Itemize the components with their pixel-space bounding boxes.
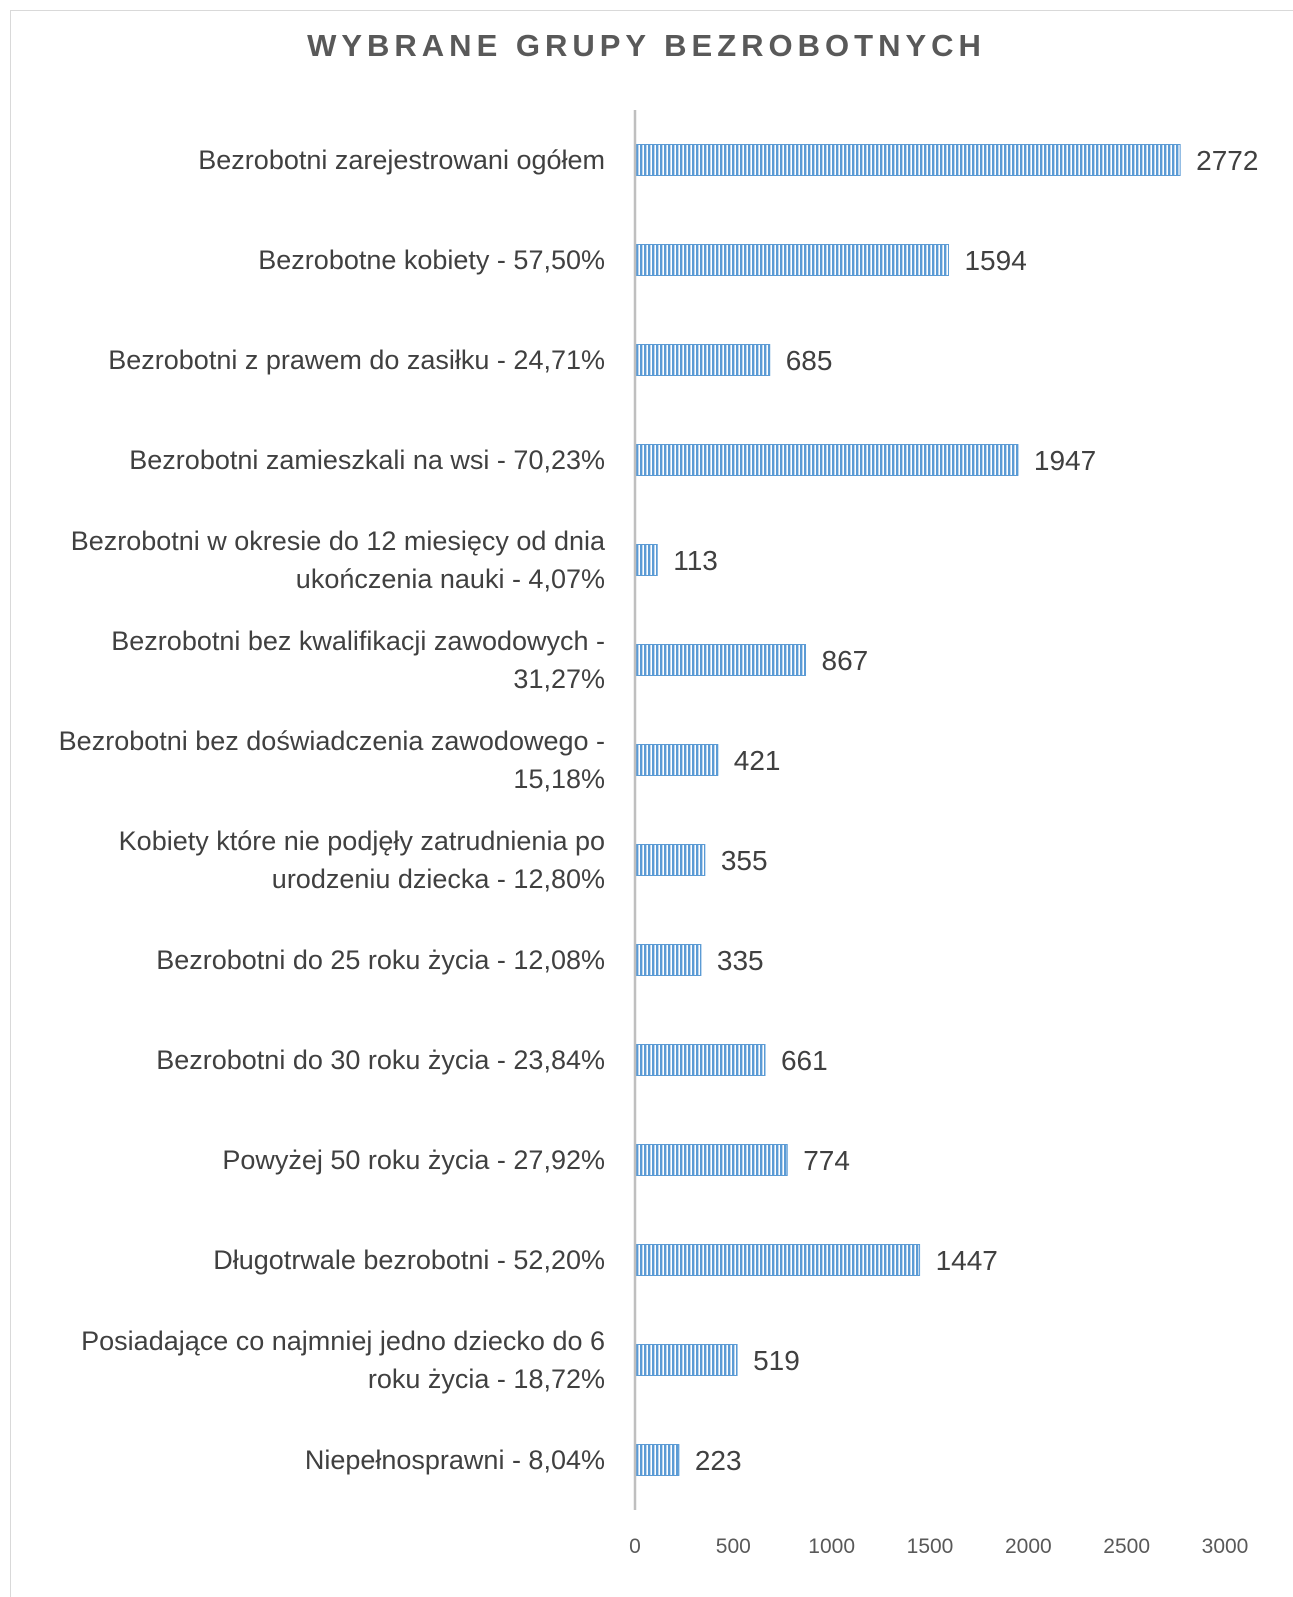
value-label-7: 355: [721, 845, 768, 876]
value-label-8: 335: [717, 945, 764, 976]
category-label-6-line-1: 15,18%: [513, 764, 605, 794]
bar-6: [634, 744, 719, 776]
bar-8: [634, 944, 702, 976]
x-tick-label-0: 0: [629, 1535, 641, 1558]
bar-3: [634, 444, 1019, 476]
x-tick-label-1: 500: [716, 1535, 751, 1558]
category-label-13: Niepełnosprawni - 8,04%: [305, 1445, 605, 1475]
value-label-0: 2772: [1196, 145, 1258, 176]
category-label-7-line-1: urodzeniu dziecka - 12,80%: [272, 864, 605, 894]
category-label-5-line-1: 31,27%: [513, 664, 605, 694]
value-label-10: 774: [803, 1145, 850, 1176]
x-tick-label-5: 2500: [1103, 1535, 1150, 1558]
category-label-3: Bezrobotni zamieszkali na wsi - 70,23%: [129, 445, 605, 475]
category-label-9: Bezrobotni do 30 roku życia - 23,84%: [156, 1045, 605, 1075]
category-label-8: Bezrobotni do 25 roku życia - 12,08%: [156, 945, 605, 975]
chart-title: WYBRANE GRUPY BEZROBOTNYCH: [307, 28, 986, 63]
bar-10: [634, 1144, 788, 1176]
bar-11: [634, 1244, 921, 1276]
bar-1: [634, 244, 949, 276]
value-label-2: 685: [786, 345, 833, 376]
x-tick-label-2: 1000: [808, 1535, 855, 1558]
bar-9: [634, 1044, 766, 1076]
value-label-3: 1947: [1034, 445, 1096, 476]
x-tick-label-6: 3000: [1202, 1535, 1249, 1558]
category-label-11: Długotrwale bezrobotni - 52,20%: [213, 1245, 605, 1275]
value-label-6: 421: [734, 745, 781, 776]
category-label-12-line-0: Posiadające co najmniej jedno dziecko do…: [81, 1326, 605, 1356]
bars-layer: [634, 144, 1181, 1476]
category-label-5-line-0: Bezrobotni bez kwalifikacji zawodowych -: [111, 626, 605, 656]
bar-12: [634, 1344, 738, 1376]
x-axis-ticks: 0 500 1000 1500 2000 2500 3000: [629, 1535, 1248, 1558]
bar-2: [634, 344, 771, 376]
category-label-12-line-1: roku życia - 18,72%: [368, 1364, 605, 1394]
value-label-11: 1447: [936, 1245, 998, 1276]
category-label-2: Bezrobotni z prawem do zasiłku - 24,71%: [108, 345, 605, 375]
value-label-9: 661: [781, 1045, 828, 1076]
category-label-10: Powyżej 50 roku życia - 27,92%: [222, 1145, 605, 1175]
category-label-0: Bezrobotni zarejestrowani ogółem: [198, 145, 605, 175]
category-label-4-line-0: Bezrobotni w okresie do 12 miesięcy od d…: [71, 526, 606, 556]
x-tick-label-3: 1500: [907, 1535, 954, 1558]
bar-7: [634, 844, 706, 876]
value-label-12: 519: [753, 1345, 800, 1376]
value-label-5: 867: [822, 645, 869, 676]
category-label-7-line-0: Kobiety które nie podjęły zatrudnienia p…: [119, 826, 605, 856]
bar-4: [634, 544, 658, 576]
category-label-6-line-0: Bezrobotni bez doświadczenia zawodowego …: [59, 726, 605, 756]
bar-0: [634, 144, 1181, 176]
value-label-13: 223: [695, 1445, 742, 1476]
value-label-1: 1594: [964, 245, 1026, 276]
category-label-4-line-1: ukończenia nauki - 4,07%: [296, 564, 605, 594]
x-tick-label-4: 2000: [1005, 1535, 1052, 1558]
bar-13: [634, 1444, 680, 1476]
category-label-1: Bezrobotne kobiety - 57,50%: [258, 245, 605, 275]
value-label-4: 113: [673, 545, 718, 576]
bar-5: [634, 644, 807, 676]
value-labels: 2772 1594 685 1947 113 867 421 355 335 661 774 1447…: [673, 145, 1258, 1476]
chart-frame: [10, 10, 1293, 1597]
category-labels: Bezrobotni zarejestrowani ogółem Bezrobot…: [59, 145, 606, 1475]
